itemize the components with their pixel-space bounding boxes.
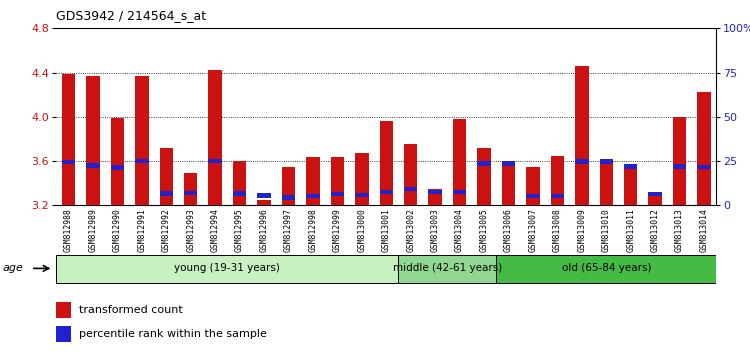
Text: GSM813004: GSM813004 bbox=[455, 208, 464, 252]
Bar bbox=[257, 193, 271, 198]
Bar bbox=[550, 156, 564, 205]
Bar bbox=[62, 74, 75, 205]
Bar bbox=[526, 167, 540, 205]
Bar bbox=[160, 191, 173, 195]
Bar bbox=[380, 121, 393, 205]
Bar bbox=[453, 190, 466, 194]
Text: GSM813008: GSM813008 bbox=[553, 208, 562, 252]
Text: GSM813006: GSM813006 bbox=[504, 208, 513, 252]
Bar bbox=[331, 156, 344, 205]
Bar bbox=[282, 167, 296, 205]
Bar bbox=[355, 153, 368, 205]
Text: GDS3942 / 214564_s_at: GDS3942 / 214564_s_at bbox=[56, 9, 206, 22]
Bar bbox=[575, 159, 589, 164]
Bar bbox=[160, 148, 173, 205]
Bar bbox=[502, 161, 515, 166]
Bar bbox=[599, 159, 613, 164]
Bar bbox=[453, 119, 466, 205]
Bar bbox=[624, 164, 638, 205]
Bar bbox=[404, 144, 418, 205]
Bar bbox=[111, 119, 124, 205]
Text: GSM813010: GSM813010 bbox=[602, 208, 610, 252]
Text: GSM812991: GSM812991 bbox=[137, 208, 146, 252]
Text: middle (42-61 years): middle (42-61 years) bbox=[393, 263, 502, 273]
Bar bbox=[673, 117, 686, 205]
Bar bbox=[502, 164, 515, 205]
Text: GSM813000: GSM813000 bbox=[357, 208, 366, 252]
Text: GSM812995: GSM812995 bbox=[235, 208, 244, 252]
Bar bbox=[428, 189, 442, 205]
Bar bbox=[355, 193, 368, 197]
Bar bbox=[209, 159, 222, 163]
Text: GSM813011: GSM813011 bbox=[626, 208, 635, 252]
Text: GSM813013: GSM813013 bbox=[675, 208, 684, 252]
Bar bbox=[306, 194, 320, 198]
Bar bbox=[624, 164, 638, 169]
Bar bbox=[428, 190, 442, 194]
Bar bbox=[232, 192, 246, 196]
Text: old (65-84 years): old (65-84 years) bbox=[562, 263, 651, 273]
Bar bbox=[135, 76, 148, 205]
Text: GSM812992: GSM812992 bbox=[162, 208, 171, 252]
FancyBboxPatch shape bbox=[496, 255, 716, 283]
Text: GSM813001: GSM813001 bbox=[382, 208, 391, 252]
Bar bbox=[232, 161, 246, 205]
Bar bbox=[649, 192, 662, 196]
Text: GSM813003: GSM813003 bbox=[430, 208, 439, 252]
Bar bbox=[86, 76, 100, 205]
Text: young (19-31 years): young (19-31 years) bbox=[175, 263, 280, 273]
Bar bbox=[331, 192, 344, 196]
Text: GSM813012: GSM813012 bbox=[651, 208, 660, 252]
Bar bbox=[477, 148, 490, 205]
Text: age: age bbox=[3, 263, 24, 273]
Text: GSM813005: GSM813005 bbox=[479, 208, 488, 252]
Bar bbox=[698, 165, 711, 169]
Text: percentile rank within the sample: percentile rank within the sample bbox=[80, 329, 267, 339]
Bar bbox=[209, 70, 222, 205]
Text: GSM812997: GSM812997 bbox=[284, 208, 293, 252]
Text: GSM812994: GSM812994 bbox=[211, 208, 220, 252]
Bar bbox=[526, 194, 540, 198]
Bar bbox=[56, 302, 70, 318]
Bar bbox=[257, 200, 271, 205]
Text: GSM813014: GSM813014 bbox=[700, 208, 709, 252]
Bar bbox=[111, 165, 124, 170]
Bar bbox=[649, 196, 662, 205]
Text: GSM813002: GSM813002 bbox=[406, 208, 416, 252]
Text: transformed count: transformed count bbox=[80, 305, 183, 315]
FancyBboxPatch shape bbox=[398, 255, 496, 283]
Bar bbox=[599, 161, 613, 205]
Bar bbox=[135, 159, 148, 163]
Text: GSM812993: GSM812993 bbox=[186, 208, 195, 252]
Bar bbox=[62, 160, 75, 164]
Bar bbox=[550, 194, 564, 199]
Bar bbox=[698, 92, 711, 205]
Bar bbox=[673, 164, 686, 169]
Text: GSM812988: GSM812988 bbox=[64, 208, 73, 252]
Text: GSM813009: GSM813009 bbox=[578, 208, 586, 252]
Text: GSM812999: GSM812999 bbox=[333, 208, 342, 252]
Bar bbox=[184, 191, 197, 195]
Bar bbox=[306, 157, 320, 205]
Bar bbox=[56, 326, 70, 342]
Text: GSM812998: GSM812998 bbox=[308, 208, 317, 252]
Bar bbox=[404, 187, 418, 191]
Text: GSM813007: GSM813007 bbox=[529, 208, 538, 252]
Bar bbox=[575, 66, 589, 205]
Bar bbox=[380, 190, 393, 194]
Text: GSM812990: GSM812990 bbox=[112, 208, 122, 252]
Bar bbox=[282, 195, 296, 200]
Bar bbox=[184, 173, 197, 205]
Text: GSM812989: GSM812989 bbox=[88, 208, 98, 252]
Bar bbox=[86, 163, 100, 168]
Bar bbox=[477, 161, 490, 166]
FancyBboxPatch shape bbox=[56, 255, 398, 283]
Text: GSM812996: GSM812996 bbox=[260, 208, 268, 252]
